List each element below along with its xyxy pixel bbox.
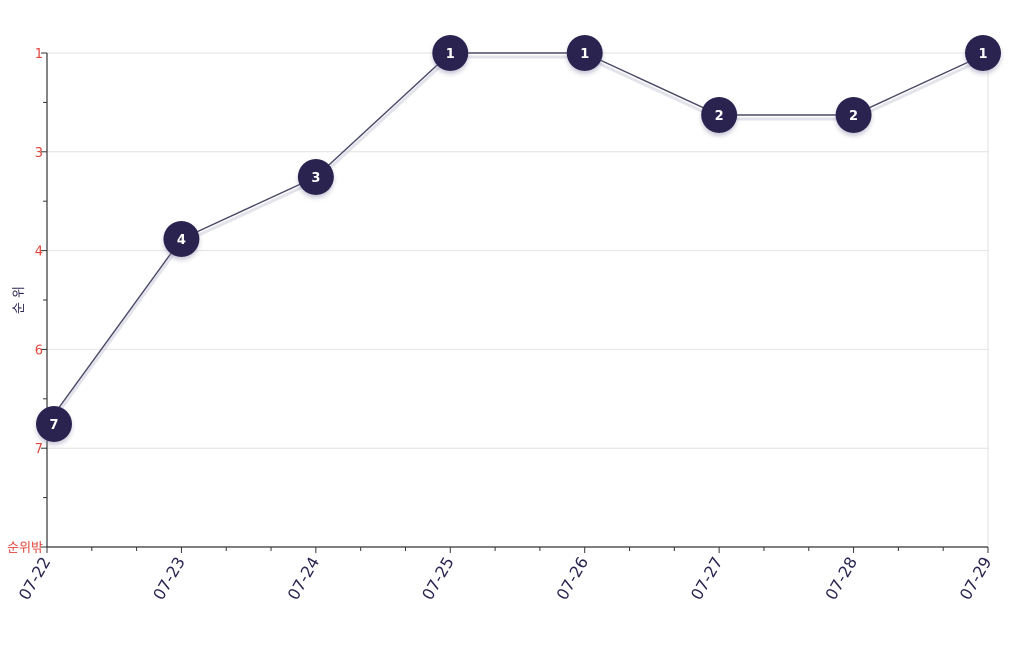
y-tick-label: 7: [35, 442, 43, 457]
data-point: 1: [965, 35, 1001, 71]
data-point-marker: [835, 97, 872, 133]
data-point-label: 1: [580, 47, 589, 62]
x-tick-label: 07-24: [284, 554, 324, 604]
y-tick-label: 3: [35, 146, 43, 161]
data-point-marker: [701, 97, 738, 133]
grid-lines: [47, 52, 989, 547]
y-tick-label: 6: [35, 343, 43, 358]
data-point-label: 2: [715, 109, 724, 124]
data-point-label: 1: [978, 47, 987, 62]
series-line-shadow: [45, 55, 989, 429]
series-line-path: [46, 52, 989, 425]
y-tick-label: 순위밖: [7, 541, 43, 556]
data-point-label: 4: [177, 233, 186, 248]
data-point: 2: [835, 97, 872, 133]
x-tick-label: 07-27: [687, 554, 727, 604]
data-point-marker: [297, 159, 334, 195]
x-tick-label: 07-29: [956, 554, 996, 604]
data-point-label: 7: [49, 418, 58, 433]
y-tick-label: 1: [35, 47, 43, 62]
x-tick-label: 07-28: [821, 554, 861, 604]
data-point: 3: [297, 159, 334, 195]
data-point: 4: [163, 221, 200, 257]
data-point: 1: [566, 35, 603, 71]
data-point-marker: [36, 406, 72, 442]
y-axis-label: 순 위: [12, 286, 27, 314]
y-axis-ticks: 1 3 4 6 7 순위밖: [7, 47, 47, 556]
data-point-marker: [965, 35, 1001, 71]
data-point-marker: [163, 221, 200, 257]
data-point-marker: [432, 35, 469, 71]
y-tick-label: 4: [35, 245, 43, 260]
series-line: [45, 52, 989, 429]
data-point-marker: [566, 35, 603, 71]
data-point-label: 3: [311, 171, 320, 186]
series-markers: 7 4 3 1 1 2 2 1: [36, 35, 1001, 442]
data-point: 1: [432, 35, 469, 71]
x-axis-ticks: 07-22 07-23 07-24 07-25 07-26 07-27 07-28 07-29: [15, 547, 996, 604]
x-tick-label: 07-22: [15, 554, 55, 604]
x-tick-label: 07-26: [552, 554, 592, 604]
data-point: 2: [701, 97, 738, 133]
data-point: 7: [36, 406, 72, 442]
x-tick-label: 07-25: [418, 554, 458, 604]
data-point-label: 2: [849, 109, 858, 124]
data-point-label: 1: [446, 47, 455, 62]
x-tick-label: 07-23: [149, 554, 189, 604]
